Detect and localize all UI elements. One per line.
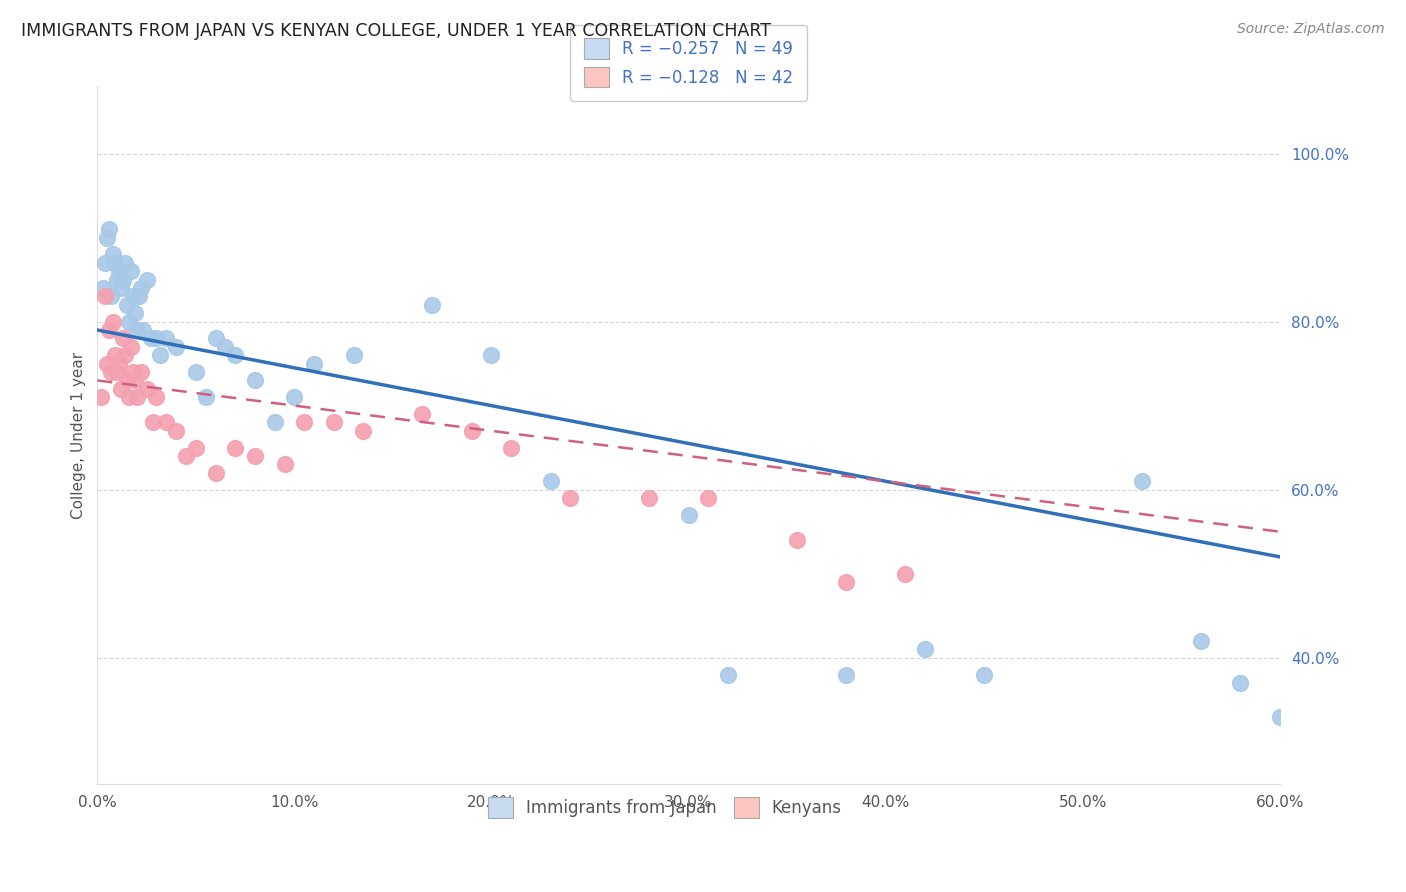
Point	[115, 373, 138, 387]
Point	[501, 441, 523, 455]
Point	[894, 566, 917, 581]
Point	[114, 348, 136, 362]
Point	[125, 390, 148, 404]
Point	[108, 357, 131, 371]
Point	[91, 281, 114, 295]
Point	[129, 365, 152, 379]
Text: Source: ZipAtlas.com: Source: ZipAtlas.com	[1237, 22, 1385, 37]
Point	[204, 331, 226, 345]
Point	[560, 491, 582, 505]
Point	[121, 289, 143, 303]
Point	[145, 331, 167, 345]
Point	[139, 331, 162, 345]
Point	[101, 315, 124, 329]
Point	[94, 256, 117, 270]
Point	[111, 331, 134, 345]
Point	[101, 247, 124, 261]
Point	[540, 475, 562, 489]
Point	[243, 373, 266, 387]
Point	[283, 390, 305, 404]
Point	[118, 390, 141, 404]
Point	[411, 407, 433, 421]
Text: IMMIGRANTS FROM JAPAN VS KENYAN COLLEGE, UNDER 1 YEAR CORRELATION CHART: IMMIGRANTS FROM JAPAN VS KENYAN COLLEGE,…	[21, 22, 770, 40]
Point	[352, 424, 374, 438]
Point	[717, 667, 740, 681]
Point	[914, 642, 936, 657]
Point	[835, 575, 858, 590]
Point	[461, 424, 484, 438]
Point	[638, 491, 661, 505]
Point	[165, 424, 187, 438]
Point	[120, 264, 142, 278]
Point	[129, 281, 152, 295]
Point	[214, 340, 236, 354]
Point	[118, 315, 141, 329]
Point	[114, 256, 136, 270]
Point	[1268, 709, 1291, 723]
Point	[135, 272, 157, 286]
Point	[110, 281, 132, 295]
Point	[104, 256, 127, 270]
Y-axis label: College, Under 1 year: College, Under 1 year	[72, 351, 86, 518]
Point	[1189, 633, 1212, 648]
Point	[481, 348, 503, 362]
Point	[141, 416, 163, 430]
Point	[155, 331, 177, 345]
Point	[125, 323, 148, 337]
Point	[124, 306, 146, 320]
Point	[149, 348, 172, 362]
Point	[1229, 676, 1251, 690]
Point	[292, 416, 315, 430]
Point	[224, 348, 246, 362]
Point	[105, 272, 128, 286]
Point	[678, 508, 700, 522]
Point	[184, 365, 207, 379]
Point	[835, 667, 858, 681]
Legend: Immigrants from Japan, Kenyans: Immigrants from Japan, Kenyans	[481, 790, 849, 824]
Point	[110, 382, 132, 396]
Point	[342, 348, 364, 362]
Point	[100, 289, 122, 303]
Point	[108, 264, 131, 278]
Point	[120, 340, 142, 354]
Point	[155, 416, 177, 430]
Point	[184, 441, 207, 455]
Point	[131, 323, 153, 337]
Point	[115, 298, 138, 312]
Point	[224, 441, 246, 455]
Point	[1130, 475, 1153, 489]
Point	[98, 323, 121, 337]
Point	[302, 357, 325, 371]
Point	[263, 416, 285, 430]
Point	[100, 365, 122, 379]
Point	[243, 449, 266, 463]
Point	[273, 458, 295, 472]
Point	[194, 390, 217, 404]
Point	[104, 348, 127, 362]
Point	[973, 667, 995, 681]
Point	[204, 466, 226, 480]
Point	[165, 340, 187, 354]
Point	[786, 533, 808, 547]
Point	[90, 390, 112, 404]
Point	[105, 365, 128, 379]
Point	[96, 230, 118, 244]
Point	[174, 449, 197, 463]
Point	[121, 365, 143, 379]
Point	[94, 289, 117, 303]
Point	[128, 289, 150, 303]
Point	[124, 373, 146, 387]
Point	[697, 491, 720, 505]
Point	[111, 272, 134, 286]
Point	[145, 390, 167, 404]
Point	[96, 357, 118, 371]
Point	[135, 382, 157, 396]
Point	[98, 222, 121, 236]
Point	[422, 298, 444, 312]
Point	[322, 416, 344, 430]
